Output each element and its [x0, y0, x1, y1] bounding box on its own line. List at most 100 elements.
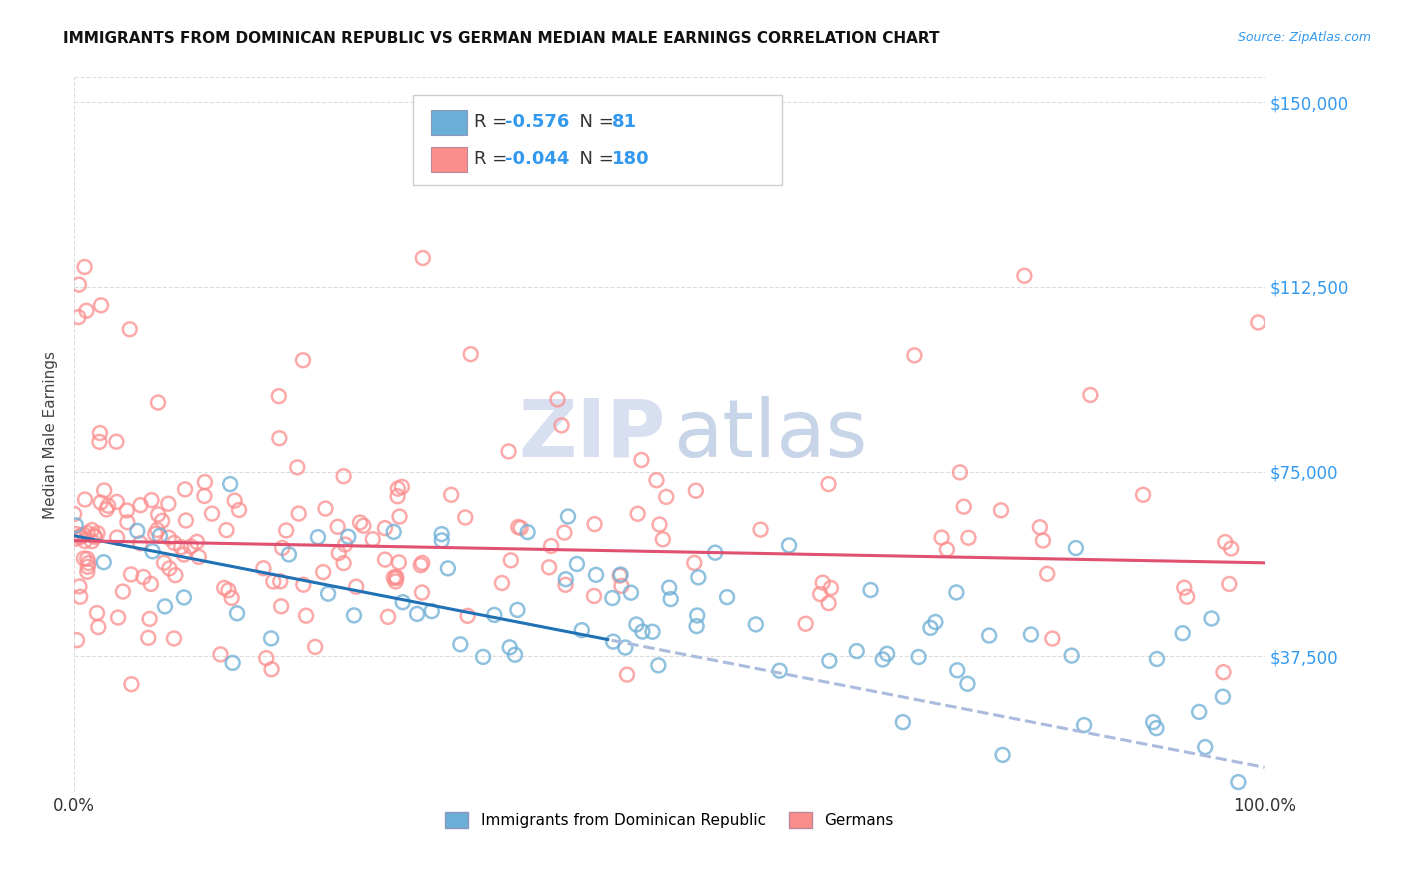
- Point: [845, 644, 868, 658]
- Point: [550, 418, 572, 433]
- Point: [153, 599, 176, 614]
- Point: [73, 492, 96, 507]
- Point: [86, 606, 108, 620]
- Point: [437, 561, 460, 575]
- Point: [132, 570, 155, 584]
- Point: [83, 529, 105, 543]
- Point: [794, 616, 817, 631]
- Point: [457, 608, 479, 623]
- Point: [641, 624, 664, 639]
- Point: [907, 650, 929, 665]
- Point: [817, 477, 839, 491]
- Text: 81: 81: [612, 113, 637, 131]
- Point: [316, 587, 339, 601]
- Point: [343, 608, 366, 623]
- Point: [648, 517, 671, 532]
- Point: [187, 549, 209, 564]
- Point: [228, 503, 250, 517]
- Point: [157, 531, 180, 545]
- Point: [1029, 520, 1052, 534]
- Point: [333, 538, 356, 552]
- Point: [252, 561, 274, 575]
- Point: [1144, 721, 1167, 735]
- Point: [616, 667, 638, 681]
- Point: [820, 581, 842, 595]
- Point: [107, 610, 129, 624]
- Point: [217, 583, 239, 598]
- Point: [77, 556, 100, 570]
- Point: [651, 533, 673, 547]
- Point: [63, 507, 86, 521]
- Point: [630, 453, 652, 467]
- Point: [224, 493, 246, 508]
- Point: [811, 575, 834, 590]
- Point: [946, 663, 969, 677]
- Point: [716, 590, 738, 604]
- Point: [685, 619, 707, 633]
- Point: [120, 567, 142, 582]
- Point: [516, 525, 538, 540]
- Point: [499, 553, 522, 567]
- Point: [614, 640, 637, 655]
- Point: [287, 507, 309, 521]
- Point: [96, 502, 118, 516]
- Point: [146, 508, 169, 522]
- Text: ZIP: ZIP: [519, 396, 666, 474]
- Point: [87, 620, 110, 634]
- Point: [267, 389, 290, 403]
- Point: [291, 353, 314, 368]
- Point: [173, 548, 195, 562]
- Point: [1019, 627, 1042, 641]
- Point: [1040, 632, 1063, 646]
- Point: [254, 651, 277, 665]
- Point: [89, 434, 111, 449]
- Point: [499, 640, 522, 655]
- Point: [93, 555, 115, 569]
- Point: [538, 560, 561, 574]
- Point: [201, 507, 224, 521]
- Point: [127, 524, 149, 538]
- Point: [627, 507, 650, 521]
- Point: [292, 577, 315, 591]
- Point: [76, 565, 98, 579]
- Point: [1142, 715, 1164, 730]
- Point: [647, 658, 669, 673]
- Text: R =: R =: [474, 150, 513, 169]
- Point: [626, 617, 648, 632]
- Point: [174, 513, 197, 527]
- Point: [73, 260, 96, 274]
- Text: N =: N =: [568, 150, 620, 169]
- Point: [1201, 611, 1223, 625]
- Point: [440, 488, 463, 502]
- Text: atlas: atlas: [673, 396, 868, 474]
- Point: [65, 518, 87, 533]
- Point: [146, 523, 169, 537]
- Point: [1132, 488, 1154, 502]
- Point: [382, 571, 405, 585]
- Point: [385, 570, 408, 584]
- Point: [609, 568, 631, 582]
- Point: [194, 475, 217, 489]
- Point: [295, 608, 318, 623]
- Point: [69, 530, 91, 544]
- Point: [1171, 626, 1194, 640]
- Point: [1194, 740, 1216, 755]
- Point: [778, 538, 800, 552]
- Point: [344, 580, 367, 594]
- Bar: [432, 110, 467, 135]
- Text: -0.576: -0.576: [505, 113, 569, 131]
- Text: -0.044: -0.044: [505, 150, 569, 169]
- Point: [540, 539, 562, 553]
- Point: [808, 587, 831, 601]
- Point: [454, 510, 477, 524]
- Point: [69, 529, 91, 543]
- Point: [554, 572, 576, 586]
- Point: [118, 322, 141, 336]
- Point: [1218, 577, 1240, 591]
- Point: [269, 574, 291, 589]
- Point: [209, 648, 232, 662]
- Point: [817, 596, 839, 610]
- Point: [620, 585, 643, 599]
- Text: R =: R =: [474, 113, 513, 131]
- Point: [387, 482, 409, 496]
